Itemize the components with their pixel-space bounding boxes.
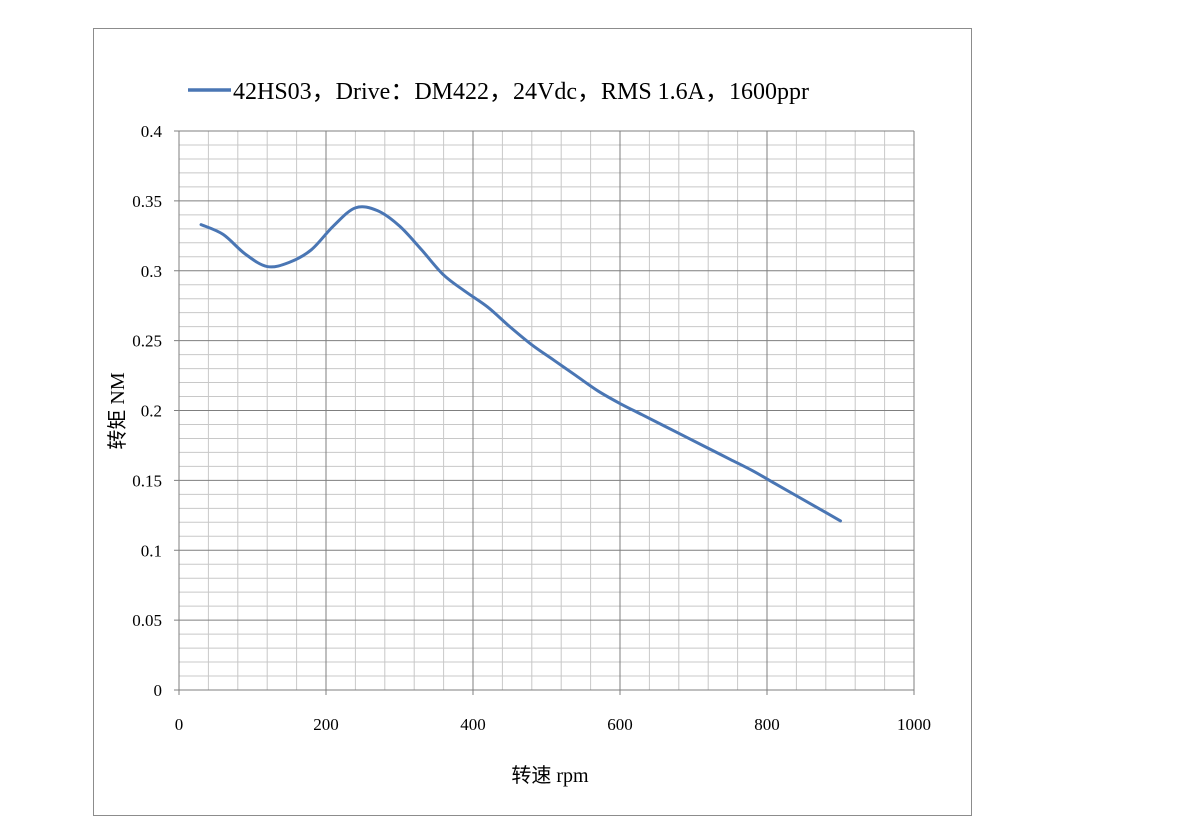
y-tick-labels: 0 0.05 0.1 0.15 0.2 0.25 0.3 0.35 0.4 — [132, 122, 162, 700]
axes — [174, 130, 915, 695]
y-tick-label: 0.2 — [141, 402, 162, 421]
major-gridlines — [179, 130, 915, 690]
x-axis-title: 转速 rpm — [511, 764, 589, 787]
x-tick-label: 1000 — [897, 715, 931, 734]
legend-label: 42HS03，Drive：DM422，24Vdc，RMS 1.6A，1600pp… — [233, 79, 809, 105]
y-tick-label: 0 — [154, 681, 163, 700]
y-tick-label: 0.1 — [141, 541, 162, 560]
y-axis-title: 转矩 NM — [106, 372, 129, 449]
y-tick-label: 0.4 — [141, 122, 163, 141]
x-tick-label: 0 — [175, 715, 184, 734]
x-tick-label: 600 — [607, 715, 633, 734]
legend: 42HS03，Drive：DM422，24Vdc，RMS 1.6A，1600pp… — [188, 79, 809, 105]
x-tick-label: 200 — [313, 715, 339, 734]
y-tick-label: 0.25 — [132, 332, 162, 351]
y-tick-label: 0.15 — [132, 471, 162, 490]
x-tick-label: 800 — [754, 715, 780, 734]
y-tick-label: 0.3 — [141, 262, 162, 281]
y-tick-label: 0.05 — [132, 611, 162, 630]
y-tick-label: 0.35 — [132, 192, 162, 211]
series-layer — [199, 205, 842, 523]
x-tick-labels: 0 200 400 600 800 1000 — [175, 715, 931, 734]
series-line — [199, 205, 842, 523]
x-tick-label: 400 — [460, 715, 486, 734]
